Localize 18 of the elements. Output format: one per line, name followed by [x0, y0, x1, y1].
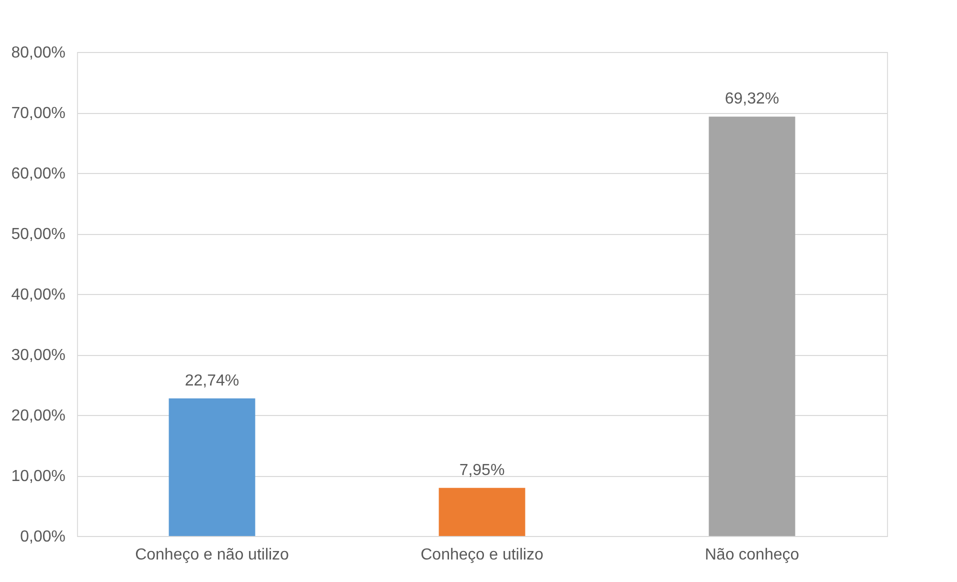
- data-label: 7,95%: [459, 462, 505, 479]
- data-label: 69,32%: [724, 90, 780, 108]
- y-tick-label: 40,00%: [11, 286, 66, 304]
- y-tick-label: 80,00%: [11, 44, 66, 62]
- bar: [438, 488, 526, 536]
- y-tick-label: 30,00%: [11, 347, 66, 364]
- y-tick-label: 50,00%: [11, 226, 66, 243]
- data-label: 22,74%: [184, 372, 240, 390]
- y-tick-label: 0,00%: [20, 528, 66, 546]
- x-tick-label: Não conheço: [704, 546, 800, 564]
- bar: [708, 116, 796, 536]
- x-tick-label: Conheço e não utilizo: [135, 546, 290, 564]
- y-tick-label: 20,00%: [11, 408, 66, 424]
- y-tick-label: 70,00%: [11, 105, 66, 122]
- bar: [168, 398, 256, 536]
- y-tick-label: 10,00%: [11, 468, 66, 485]
- y-tick-label: 60,00%: [11, 166, 66, 182]
- x-tick-label: Conheço e utilizo: [420, 546, 544, 564]
